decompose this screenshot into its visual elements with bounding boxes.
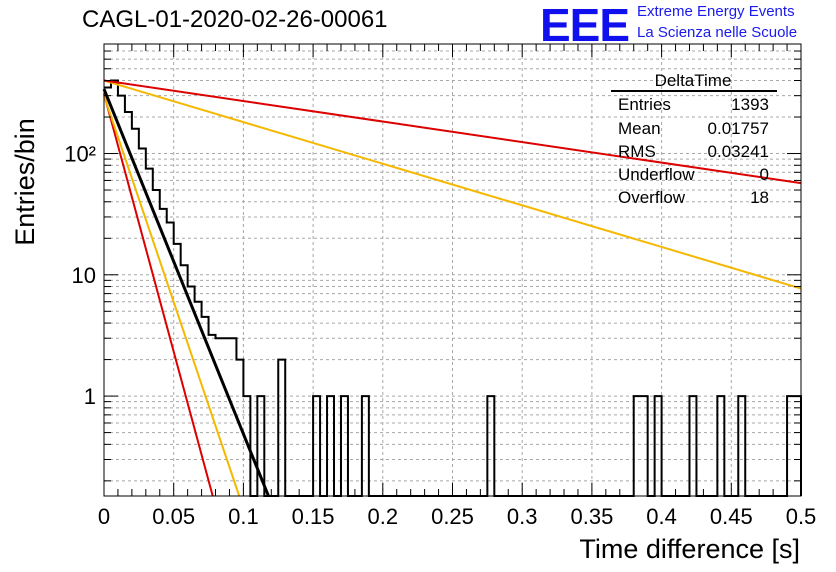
stats-value-underflow: 0 xyxy=(760,165,769,184)
eee-logo: EEE xyxy=(540,0,630,51)
stats-label-rms: RMS xyxy=(618,142,656,161)
y-axis-title: Entries/bin xyxy=(10,118,40,246)
x-tick-label: 0.5 xyxy=(786,504,817,529)
org-name-line2: La Scienza nelle Scuole xyxy=(637,24,798,41)
axis-ticks: 0 0.05 0.1 0.15 0.2 0.25 0.3 0.35 0.4 0.45 0.5 1 10 1… xyxy=(64,44,816,529)
x-tick-label: 0.05 xyxy=(152,504,195,529)
y-tick-label: 1 xyxy=(84,384,96,409)
stats-value-rms: 0.03241 xyxy=(708,142,769,161)
x-tick-label: 0.1 xyxy=(228,504,259,529)
x-tick-label: 0.15 xyxy=(292,504,335,529)
x-tick-label: 0.35 xyxy=(570,504,613,529)
grid xyxy=(104,44,801,496)
chart-title: CAGL-01-2020-02-26-00061 xyxy=(82,6,388,33)
fit-line-black xyxy=(102,88,270,497)
x-tick-label: 0.25 xyxy=(431,504,474,529)
stats-label-mean: Mean xyxy=(618,119,661,138)
stats-box-name: DeltaTime xyxy=(655,71,732,90)
curve-yellow-shallow xyxy=(103,79,802,290)
x-axis-title: Time difference [s] xyxy=(579,534,800,564)
stats-value-mean: 0.01757 xyxy=(708,119,769,138)
org-name-line1: Extreme Energy Events xyxy=(637,3,795,20)
x-tick-label: 0.2 xyxy=(368,504,399,529)
x-tick-label: 0.45 xyxy=(710,504,753,529)
y-tick-label: 10² xyxy=(64,142,96,167)
stats-label-overflow: Overflow xyxy=(618,188,686,207)
x-tick-label: 0.3 xyxy=(507,504,538,529)
stats-value-overflow: 18 xyxy=(750,188,769,207)
x-tick-label: 0.4 xyxy=(646,504,677,529)
stats-label-underflow: Underflow xyxy=(618,165,695,184)
x-tick-label: 0 xyxy=(98,504,110,529)
curve-yellow-steep xyxy=(103,95,241,497)
stats-box: DeltaTime Entries 1393 Mean 0.01757 RMS … xyxy=(611,71,777,207)
y-tick-label: 10 xyxy=(72,263,96,288)
curve-red-steep xyxy=(103,93,214,497)
fit-curves xyxy=(102,79,802,497)
stats-value-entries: 1393 xyxy=(731,95,769,114)
stats-label-entries: Entries xyxy=(618,95,671,114)
curve-red-shallow xyxy=(103,79,802,185)
